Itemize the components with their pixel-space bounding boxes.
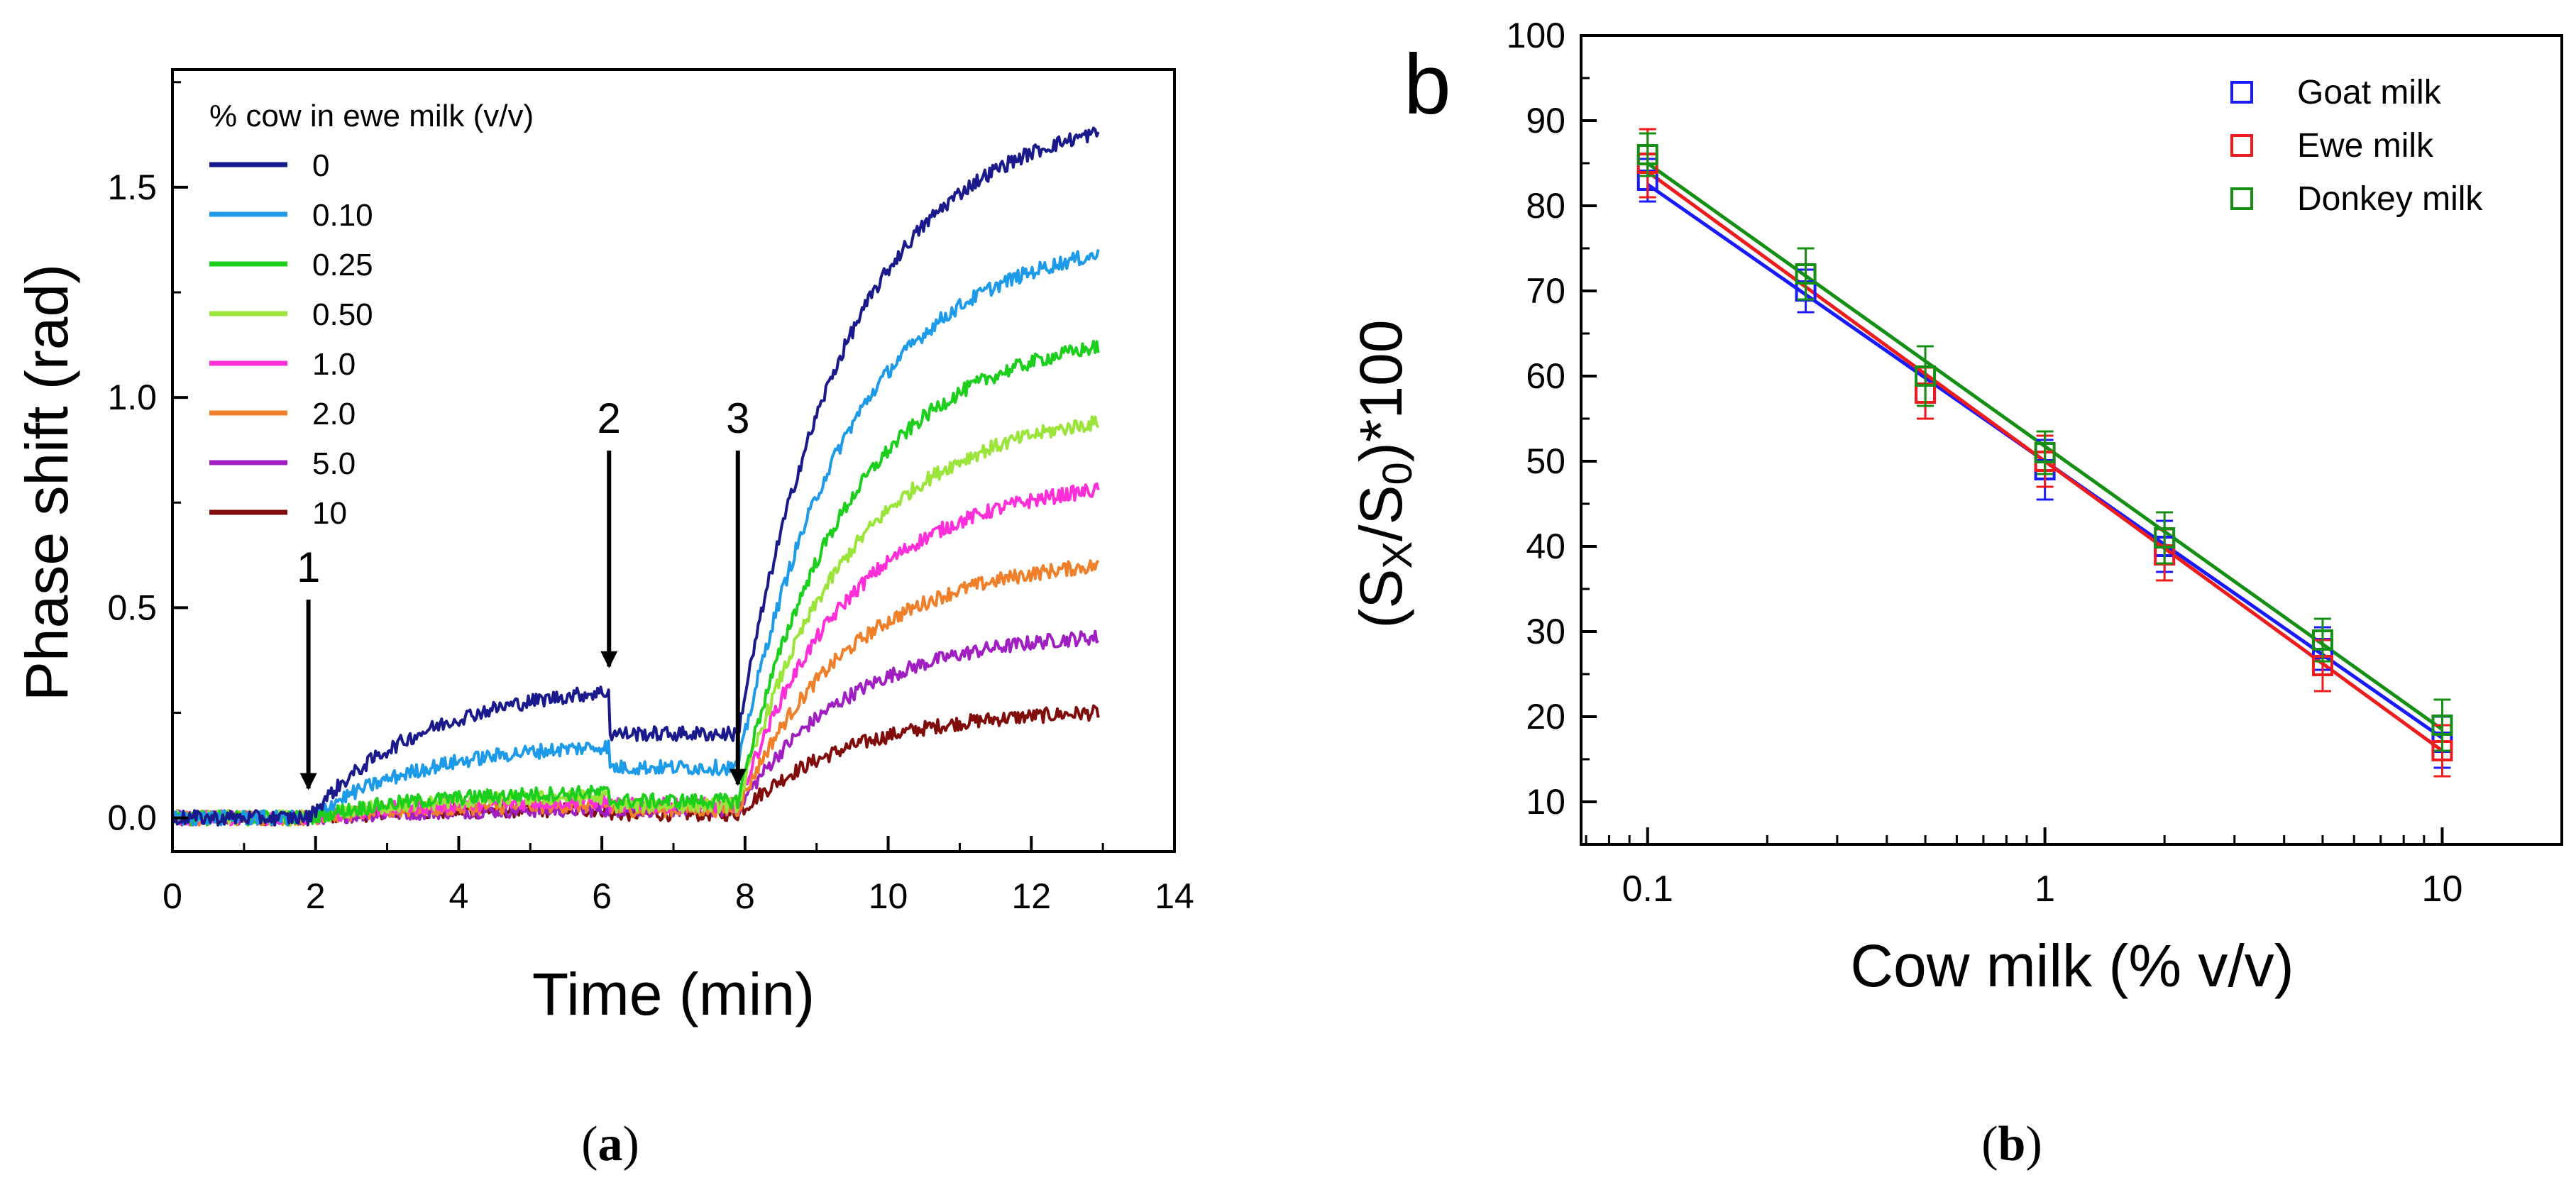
b-legend-label: Goat milk [2297,74,2442,111]
a-legend-label: 0.25 [312,248,373,282]
a-x-tick-label: 0 [163,876,182,916]
a-series-line-0.10 [171,249,1100,827]
b-plot-frame [1580,34,2563,846]
b-legend-label: Ewe milk [2297,127,2434,165]
a-series-line-2.0 [172,559,1100,827]
a-y-axis-title: Phase shift (rad) [13,264,80,701]
b-data-point [2154,511,2176,565]
a-annotation-label: 1 [297,544,320,591]
b-y-tick-label: 10 [1526,782,1565,822]
a-legend-label: 0.50 [312,297,373,332]
a-legend-label: 0.10 [312,198,373,233]
a-y-ticks: 0.0 0.5 1.0 1.5 [107,81,188,838]
b-point-marker [1795,263,1817,285]
b-point-marker [1915,365,1937,387]
b-data-point [1915,345,1937,407]
b-legend-marker [2230,134,2253,157]
a-x-tick-label: 6 [592,876,612,916]
a-x-tick-label: 10 [869,876,908,916]
a-y-tick-label: 1.5 [107,167,157,207]
b-x-tick-label: 0.1 [1622,869,1673,910]
a-legend: % cow in ewe milk (v/v) 0 0.10 0.25 0.50 1.0… [209,99,534,531]
b-x-tick-label: 1 [2035,869,2055,910]
b-y-tick-label: 70 [1526,271,1565,311]
panel-a-line-chart: 0 2 4 6 8 10 12 14 0.00.51.01.5 Time (min) Phas… [13,68,1194,1172]
a-x-tick-label: 12 [1011,876,1051,916]
b-point-marker [2154,527,2176,549]
b-y-tick-label: 50 [1526,441,1565,481]
b-data-points [1636,128,2453,778]
a-x-tick-label: 8 [735,876,755,916]
a-x-tick-label: 14 [1155,876,1194,916]
b-x-tick-label: 10 [2422,869,2463,910]
caption-a: (a) [581,1117,639,1172]
a-y-tick-label: 0.0 [107,798,157,838]
a-series-lines [171,126,1100,827]
b-data-point [1795,247,1817,301]
b-point-marker [1636,144,1658,165]
a-y-tick-label: 1.0 [107,377,157,417]
a-legend-label: 5.0 [312,446,356,481]
b-point-marker [2431,715,2453,736]
b-y-tick-label: 90 [1526,101,1565,140]
b-y-tick-label: 80 [1526,186,1565,226]
b-y-tick-label: 100 [1507,16,1565,55]
b-legend: Goat milk Ewe milk Donkey milk [2230,74,2483,218]
b-point-marker [2034,442,2056,463]
caption-b: (b) [1981,1117,2042,1172]
a-annotation-label: 3 [726,395,749,442]
a-x-axis-title: Time (min) [532,961,815,1027]
panel-b-scatter-chart: 0.1 1 10 10 20 30 40 50 60 70 80 90 100 b Cow milk … [1348,16,2563,1172]
a-legend-label: 0 [312,148,329,183]
a-series-line-0 [171,126,1100,827]
b-legend-marker [2230,187,2253,210]
b-legend-label: Donkey milk [2297,180,2483,218]
b-x-axis-title: Cow milk (% v/v) [1850,932,2294,999]
b-y-tick-label: 40 [1526,527,1565,566]
b-y-axis-title: (SX/S0)*100 [1348,319,1421,628]
b-panel-label: b [1404,37,1451,132]
a-annotation-label: 2 [598,395,621,442]
a-legend-label: 1.0 [312,347,356,382]
a-x-tick-label: 4 [449,876,469,916]
b-data-point [2431,698,2453,752]
b-legend-marker [2230,81,2253,104]
b-y-tick-label: 60 [1526,356,1565,396]
b-point-marker [2311,629,2333,651]
b-y-ticks: 10 20 30 40 50 60 70 80 90 100 [1507,16,1597,846]
b-y-tick-label: 20 [1526,697,1565,737]
b-y-tick-label: 30 [1526,612,1565,651]
a-legend-label: 10 [312,496,347,531]
a-legend-label: 2.0 [312,397,356,431]
a-y-tick-label: 0.5 [107,588,157,627]
a-series-line-0.50 [171,415,1100,827]
a-annotations: 1 2 3 [297,395,749,790]
b-data-point [2034,430,2056,475]
b-data-point [1636,132,1658,177]
b-x-ticks: 0.1 1 10 [1585,827,2563,910]
a-x-ticks: 0 2 4 6 8 10 12 14 [163,836,1194,916]
b-data-point [2311,617,2333,663]
a-legend-title: % cow in ewe milk (v/v) [209,99,534,133]
a-x-tick-label: 2 [306,876,326,916]
